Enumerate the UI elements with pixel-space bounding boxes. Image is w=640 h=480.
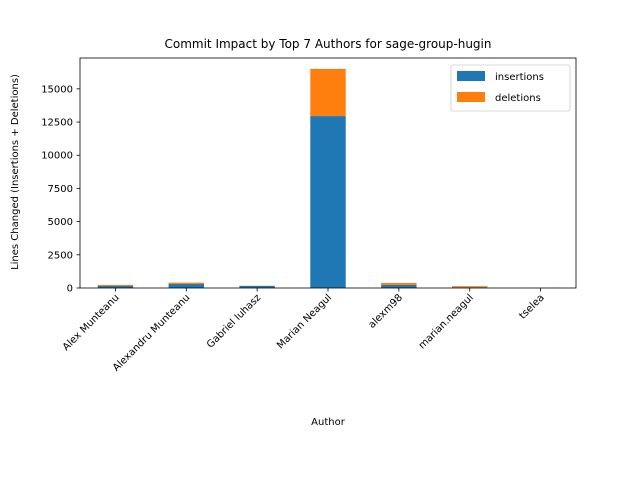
y-tick-label: 12500 <box>41 118 73 129</box>
y-axis-label: Lines Changed (Insertions + Deletions) <box>10 74 21 270</box>
x-tick-label: Alexandru Munteanu <box>111 292 192 373</box>
bar-insertions <box>239 286 275 288</box>
bar-insertions <box>168 284 204 288</box>
y-tick-label: 5000 <box>48 217 73 228</box>
x-axis-label: Author <box>311 417 346 428</box>
x-tick-label: Marian Neagul <box>275 292 334 351</box>
legend-label-deletions: deletions <box>495 93 541 104</box>
y-tick-label: 10000 <box>41 151 73 162</box>
bar-deletions <box>168 282 204 285</box>
legend-swatch-insertions <box>457 71 485 81</box>
y-tick-label: 15000 <box>41 84 73 95</box>
chart-title: Commit Impact by Top 7 Authors for sage-… <box>165 37 492 51</box>
y-tick-label: 7500 <box>48 184 73 195</box>
x-tick-label: Gabriel Iuhasz <box>205 292 263 350</box>
bar-deletions <box>97 284 134 287</box>
x-tick-label: Alex Munteanu <box>61 292 122 353</box>
bar-deletions <box>310 68 346 117</box>
bar-insertions <box>381 284 417 288</box>
bar-deletions <box>381 282 417 285</box>
y-tick-label: 2500 <box>48 250 73 261</box>
bar-deletions <box>452 286 488 288</box>
x-tick-label: tselea <box>517 292 546 321</box>
x-tick-label: alexm98 <box>367 292 405 330</box>
y-tick-label: 0 <box>67 284 73 295</box>
y-axis: 0 2500 5000 7500 10000 12500 15000 <box>41 84 80 295</box>
legend-label-insertions: insertions <box>495 72 544 83</box>
bar-insertions <box>310 116 346 288</box>
legend-swatch-deletions <box>457 92 485 102</box>
x-tick-label: marian.neagul <box>417 292 476 351</box>
bar-insertions <box>97 286 134 288</box>
legend: insertions deletions <box>450 64 571 112</box>
